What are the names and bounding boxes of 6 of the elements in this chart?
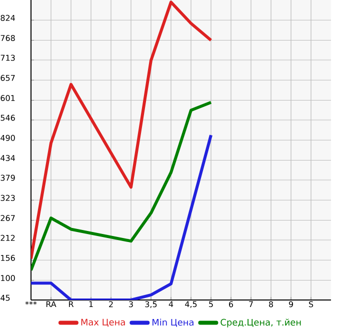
line-series [31,100,212,272]
legend-label: Min Цена [152,318,194,327]
line-series [31,134,212,300]
legend-label: Сред.Цена, т.йен [220,318,301,328]
legend-label: Max Цена [81,318,125,327]
line-series [31,0,212,260]
